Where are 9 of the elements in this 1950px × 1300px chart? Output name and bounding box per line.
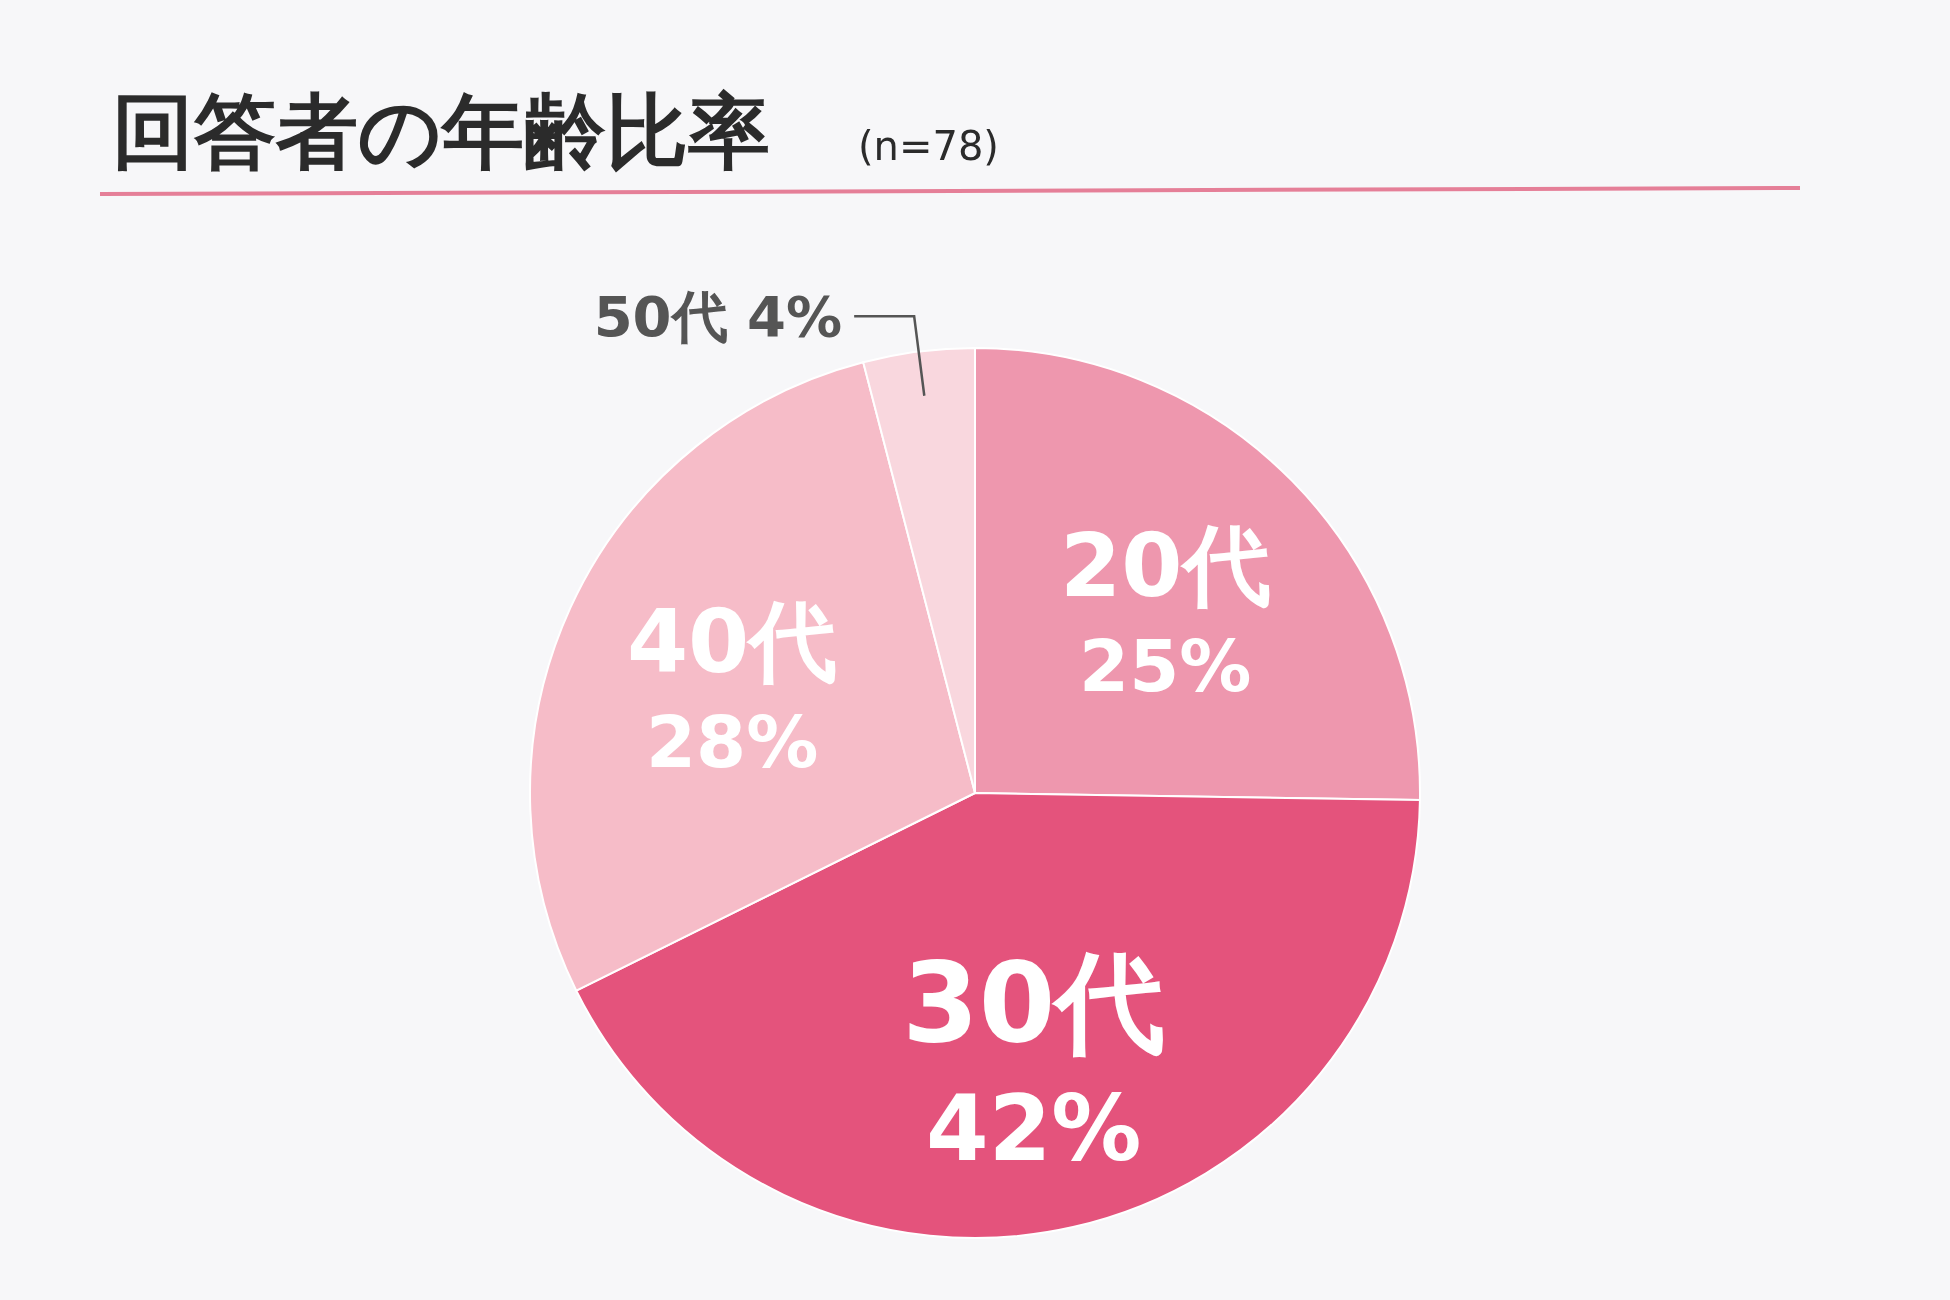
data-label: 25% bbox=[1079, 623, 1252, 708]
data-label: 28% bbox=[645, 700, 819, 785]
slice-label: 20代 bbox=[1060, 513, 1271, 617]
data-label: 42% bbox=[926, 1075, 1142, 1181]
slice-label: 30代 bbox=[902, 938, 1166, 1067]
slice-label: 50代 4% bbox=[593, 284, 843, 350]
chart-title: 回答者の年齢比率 bbox=[112, 84, 770, 179]
chart-subtitle: (n=78) bbox=[858, 123, 999, 169]
slice-label: 40代 bbox=[626, 590, 838, 694]
